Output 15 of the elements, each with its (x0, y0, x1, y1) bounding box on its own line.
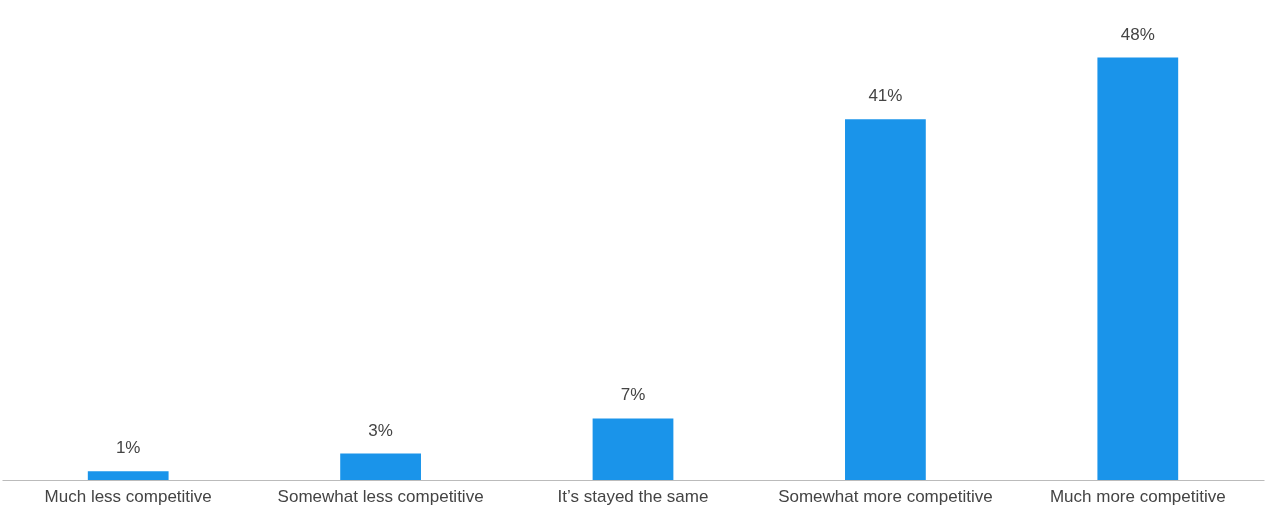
bar (845, 119, 926, 480)
data-label: 7% (620, 385, 646, 405)
bar (1097, 57, 1179, 480)
bar (87, 471, 169, 480)
bar (340, 453, 421, 480)
data-label: 1% (115, 438, 141, 458)
data-label: 41% (868, 86, 903, 106)
bar (592, 418, 674, 480)
x-tick-label: Much more competitive (1049, 486, 1226, 506)
x-tick-label: It’s stayed the same (557, 486, 709, 506)
x-tick-label: Somewhat more competitive (778, 486, 993, 506)
data-label: 3% (368, 420, 393, 440)
data-label: 48% (1120, 24, 1155, 44)
x-tick-label: Somewhat less competitive (277, 486, 484, 506)
x-tick-label: Much less competitive (44, 486, 212, 506)
